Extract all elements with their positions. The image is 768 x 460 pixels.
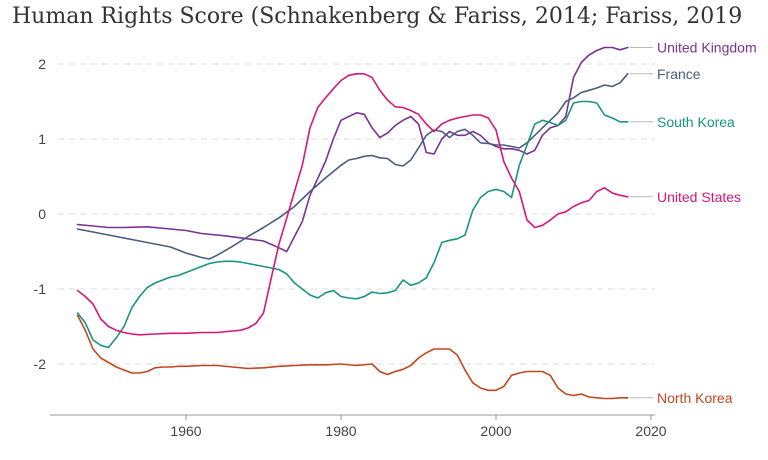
x-tick-label: 1960: [170, 423, 201, 439]
y-tick-label: 2: [38, 56, 46, 72]
y-tick-label: -2: [34, 356, 47, 372]
y-tick-label: -1: [34, 281, 47, 297]
series-label-south-korea: South Korea: [657, 114, 735, 130]
y-tick-label: 0: [38, 206, 46, 222]
series-line-united-states: [76, 73, 629, 336]
series-line-south-korea: [76, 100, 629, 349]
x-tick-label: 2020: [635, 423, 666, 439]
x-tick-label: 1980: [325, 423, 356, 439]
x-tick-label: 2000: [480, 423, 511, 439]
series-label-north-korea: North Korea: [657, 390, 733, 406]
series-line-france: [76, 73, 629, 260]
series-label-united-states: United States: [657, 189, 741, 205]
series-line-north-korea: [76, 314, 629, 400]
chart-title: Human Rights Score (Schnakenberg & Faris…: [12, 4, 743, 29]
y-tick-label: 1: [38, 131, 46, 147]
series-line-united-kingdom: [76, 46, 629, 253]
series-label-france: France: [657, 66, 701, 82]
series-label-united-kingdom: United Kingdom: [657, 40, 757, 56]
